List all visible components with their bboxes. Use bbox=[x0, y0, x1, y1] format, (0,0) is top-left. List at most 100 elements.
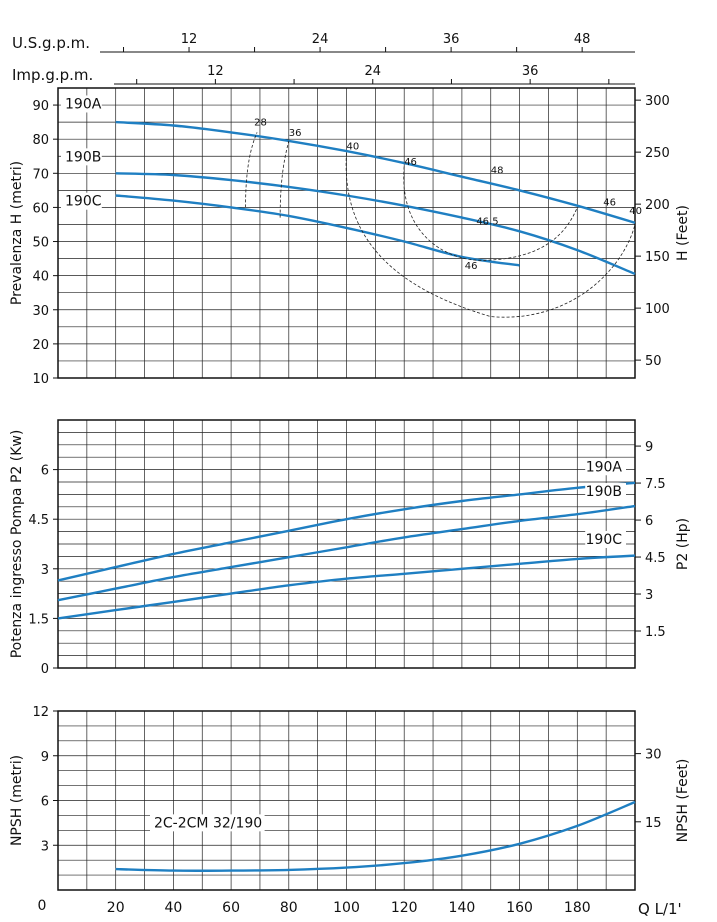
plot-frame bbox=[57, 87, 636, 379]
y2-tick-label: 7.5 bbox=[645, 477, 666, 492]
power-curve-190B bbox=[57, 504, 636, 602]
x-tick-label: 180 bbox=[564, 900, 591, 916]
efficiency-curve bbox=[279, 140, 290, 218]
head-curve-190A bbox=[115, 120, 636, 224]
y2-tick-label: 200 bbox=[645, 198, 670, 213]
y-tick-label: 6 bbox=[41, 795, 49, 810]
label-backdrop bbox=[61, 192, 102, 210]
y-tick-label: 6 bbox=[41, 464, 49, 479]
y-tick-label: 4.5 bbox=[28, 513, 49, 528]
grid bbox=[58, 711, 635, 890]
efficiency-label: 46.5 bbox=[476, 216, 498, 227]
efficiency-label: 28 bbox=[254, 118, 267, 129]
series-label-190C: 190C bbox=[586, 532, 623, 548]
y2-tick-label: 100 bbox=[645, 302, 670, 317]
label-backdrop bbox=[61, 95, 102, 113]
series-label-190B: 190B bbox=[65, 149, 101, 165]
impgpm-tick-label: 12 bbox=[207, 64, 224, 79]
efficiency-curve bbox=[345, 152, 636, 318]
impgpm-tick-label: 24 bbox=[364, 64, 381, 79]
label-backdrop bbox=[150, 814, 265, 832]
y-tick-label: 20 bbox=[32, 338, 49, 353]
annotation: 2C-2CM 32/190 bbox=[150, 814, 265, 832]
y2-tick-label: 250 bbox=[645, 146, 670, 161]
efficiency-curve bbox=[403, 166, 578, 261]
usgpm-tick-label: 12 bbox=[181, 32, 198, 47]
y2-tick-label: 150 bbox=[645, 250, 670, 265]
y2-tick-label: 30 bbox=[645, 748, 662, 763]
efficiency-label: 48 bbox=[491, 165, 504, 176]
usgpm-tick-label: 48 bbox=[574, 32, 591, 47]
npsh-curve bbox=[115, 800, 636, 872]
y-tick-label: 80 bbox=[32, 133, 49, 148]
y2-axis-title: H (Feet) bbox=[675, 205, 691, 261]
efficiency-label: 40 bbox=[629, 206, 642, 217]
x-tick-label: 80 bbox=[280, 900, 298, 916]
y-tick-label: 3 bbox=[41, 839, 49, 854]
series-label-190B: 190B bbox=[586, 484, 622, 500]
y-axis-left: 10 20 30 40 50 60 70 80 90 bbox=[32, 99, 58, 387]
x-tick-label: 40 bbox=[164, 900, 182, 916]
npsh-annotation: 2C-2CM 32/190 bbox=[154, 815, 262, 831]
efficiency-curves bbox=[245, 132, 636, 318]
y2-tick-label: 50 bbox=[645, 354, 662, 369]
usgpm-tick-label: 36 bbox=[443, 32, 460, 47]
power-panel: 0 1.5 3 4.5 6 1.5 3 4.5 6 7.5 9 Potenza ingresso Po… bbox=[9, 419, 691, 677]
y2-tick-label: 4.5 bbox=[645, 551, 666, 566]
y-tick-label: 30 bbox=[32, 304, 49, 319]
x-zero-label: 0 bbox=[38, 898, 47, 914]
y2-axis-title: P2 (Hp) bbox=[675, 518, 691, 570]
y-tick-label: 10 bbox=[32, 372, 49, 387]
y-axis-left: 3 6 9 12 bbox=[32, 705, 58, 854]
impgpm-scale-label: Imp.g.p.m. bbox=[12, 66, 93, 84]
efficiency-label: 40 bbox=[347, 141, 360, 152]
x-tick-label: 140 bbox=[449, 900, 476, 916]
series-group bbox=[115, 120, 636, 276]
series-label-190A: 190A bbox=[65, 96, 102, 112]
y-tick-label: 90 bbox=[32, 99, 49, 114]
efficiency-label: 36 bbox=[289, 128, 302, 139]
power-curve-190A bbox=[57, 481, 636, 582]
x-tick-label: 100 bbox=[333, 900, 360, 916]
x-tick-label: 120 bbox=[391, 900, 418, 916]
efficiency-label: 46 bbox=[603, 198, 616, 209]
efficiency-label: 46 bbox=[465, 261, 478, 272]
y-axis-title: Prevalenza H (metri) bbox=[9, 161, 25, 305]
label-backdrop bbox=[585, 483, 626, 501]
y-tick-label: 9 bbox=[41, 750, 49, 765]
y-tick-label: 60 bbox=[32, 201, 49, 216]
y-axis-title: Potenza ingresso Pompa P2 (Kw) bbox=[9, 430, 25, 659]
top-flow-scales: U.S.g.p.m. Imp.g.p.m. 12 24 36 48 12 24 36 bbox=[12, 32, 635, 85]
y-tick-label: 40 bbox=[32, 270, 49, 285]
y-axis-right: 1.5 3 4.5 6 7.5 9 bbox=[635, 440, 666, 640]
y2-tick-label: 3 bbox=[645, 588, 653, 603]
series-labels: 190A 190B 190C bbox=[61, 95, 102, 210]
grid bbox=[58, 420, 635, 668]
y-tick-label: 3 bbox=[41, 563, 49, 578]
x-tick-label: 20 bbox=[107, 900, 125, 916]
y-tick-label: 12 bbox=[32, 705, 49, 720]
series-group bbox=[57, 481, 636, 620]
usgpm-scale-label: U.S.g.p.m. bbox=[12, 34, 90, 52]
x-axis-title: Q L/1' bbox=[638, 900, 682, 918]
y-axis-right: 50 100 150 200 250 300 bbox=[635, 94, 670, 369]
y-tick-label: 70 bbox=[32, 167, 49, 182]
series-labels: 190A 190B 190C bbox=[585, 458, 626, 548]
label-backdrop bbox=[585, 531, 626, 548]
series-label-190A: 190A bbox=[586, 459, 623, 475]
y2-axis-title: NPSH (Feet) bbox=[675, 759, 691, 843]
flow-x-axis: 0 Q L/1' 20 40 60 80 100 120 140 160 180 bbox=[38, 898, 682, 918]
head-curve-190C bbox=[115, 194, 520, 267]
y2-tick-label: 15 bbox=[645, 816, 662, 831]
efficiency-labels: 28 36 40 46 48 46 40 46.5 46 bbox=[254, 118, 642, 272]
series-group bbox=[115, 800, 636, 872]
efficiency-label: 46 bbox=[404, 157, 417, 168]
grid bbox=[58, 88, 635, 378]
y-axis-title: NPSH (metri) bbox=[9, 755, 25, 846]
impgpm-tick-label: 36 bbox=[522, 64, 539, 79]
y-tick-label: 50 bbox=[32, 236, 49, 251]
label-backdrop bbox=[585, 458, 626, 476]
